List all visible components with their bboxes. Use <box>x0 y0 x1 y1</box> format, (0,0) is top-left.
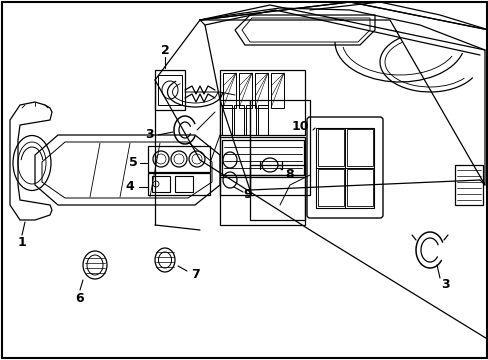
Bar <box>239 73 251 108</box>
Bar <box>346 169 372 206</box>
Bar <box>152 176 170 192</box>
Text: 3: 3 <box>145 129 154 141</box>
Bar <box>234 105 244 135</box>
Bar <box>223 73 236 108</box>
Bar <box>270 73 284 108</box>
Bar <box>148 173 209 195</box>
Bar <box>220 177 305 225</box>
Text: 4: 4 <box>125 180 134 193</box>
Bar <box>222 105 231 135</box>
Bar <box>220 137 305 175</box>
Bar <box>346 129 372 166</box>
Bar <box>454 165 482 205</box>
Text: 10: 10 <box>291 121 308 134</box>
Text: 8: 8 <box>285 168 294 181</box>
Bar <box>254 73 267 108</box>
Text: 5: 5 <box>128 157 137 170</box>
Text: 9: 9 <box>243 189 252 202</box>
Text: 7: 7 <box>190 269 199 282</box>
Text: 6: 6 <box>76 292 84 305</box>
Text: 1: 1 <box>18 235 26 248</box>
Bar <box>148 146 209 172</box>
Bar <box>222 140 304 175</box>
Bar <box>175 176 193 192</box>
Bar <box>245 105 256 135</box>
Bar <box>258 105 267 135</box>
Bar <box>158 75 182 105</box>
Bar <box>249 165 305 220</box>
Bar <box>315 128 373 208</box>
Bar <box>155 70 184 110</box>
Text: 2: 2 <box>160 44 169 57</box>
Bar <box>317 129 343 166</box>
Bar <box>220 70 305 135</box>
Text: 3: 3 <box>440 279 448 292</box>
Bar <box>317 169 343 206</box>
